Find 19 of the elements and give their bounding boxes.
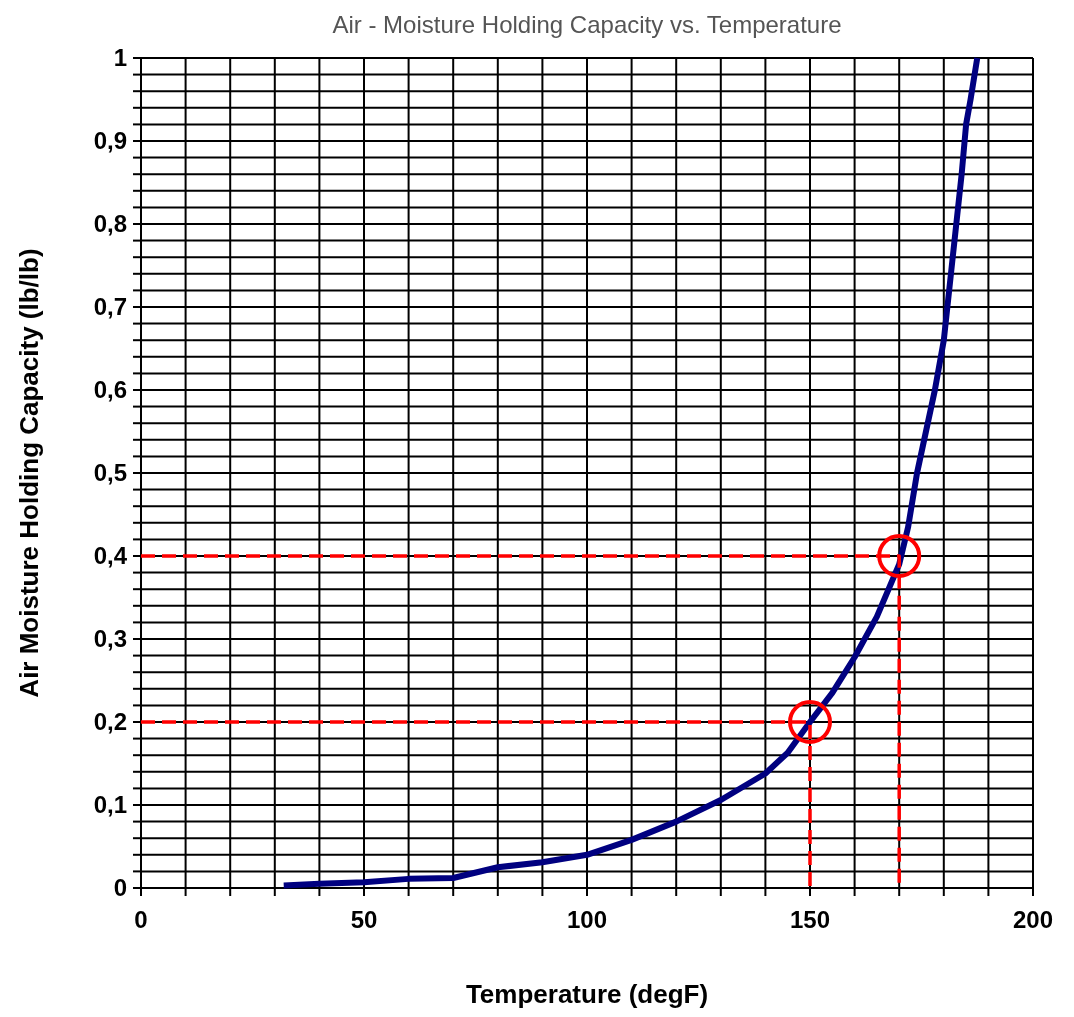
y-tick-label: 0,3 bbox=[93, 625, 127, 653]
y-tick-label: 0,6 bbox=[93, 376, 127, 404]
y-tick-label: 0,7 bbox=[93, 293, 127, 321]
y-tick-label: 0,8 bbox=[93, 210, 127, 238]
y-tick-label: 0 bbox=[113, 874, 127, 902]
y-tick-label: 0,9 bbox=[93, 127, 127, 155]
y-tick-label: 1 bbox=[113, 44, 127, 72]
y-tick-label: 0,2 bbox=[93, 708, 127, 736]
x-tick-label: 50 bbox=[350, 906, 378, 933]
y-tick-label: 0,5 bbox=[93, 459, 127, 487]
x-axis-title: Temperature (degF) bbox=[465, 979, 709, 1009]
chart-title: Air - Moisture Holding Capacity vs. Temperature bbox=[332, 11, 842, 38]
y-tick-label: 0,4 bbox=[93, 542, 128, 570]
y-tick-label: 0,1 bbox=[93, 791, 127, 819]
x-tick-label: 150 bbox=[789, 906, 831, 933]
x-tick-label: 200 bbox=[1012, 906, 1054, 933]
x-tick-label: 100 bbox=[566, 906, 608, 933]
x-tick-label: 0 bbox=[134, 906, 148, 933]
y-axis-title: Air Moisture Holding Capacity (lb/lb) bbox=[14, 248, 44, 698]
